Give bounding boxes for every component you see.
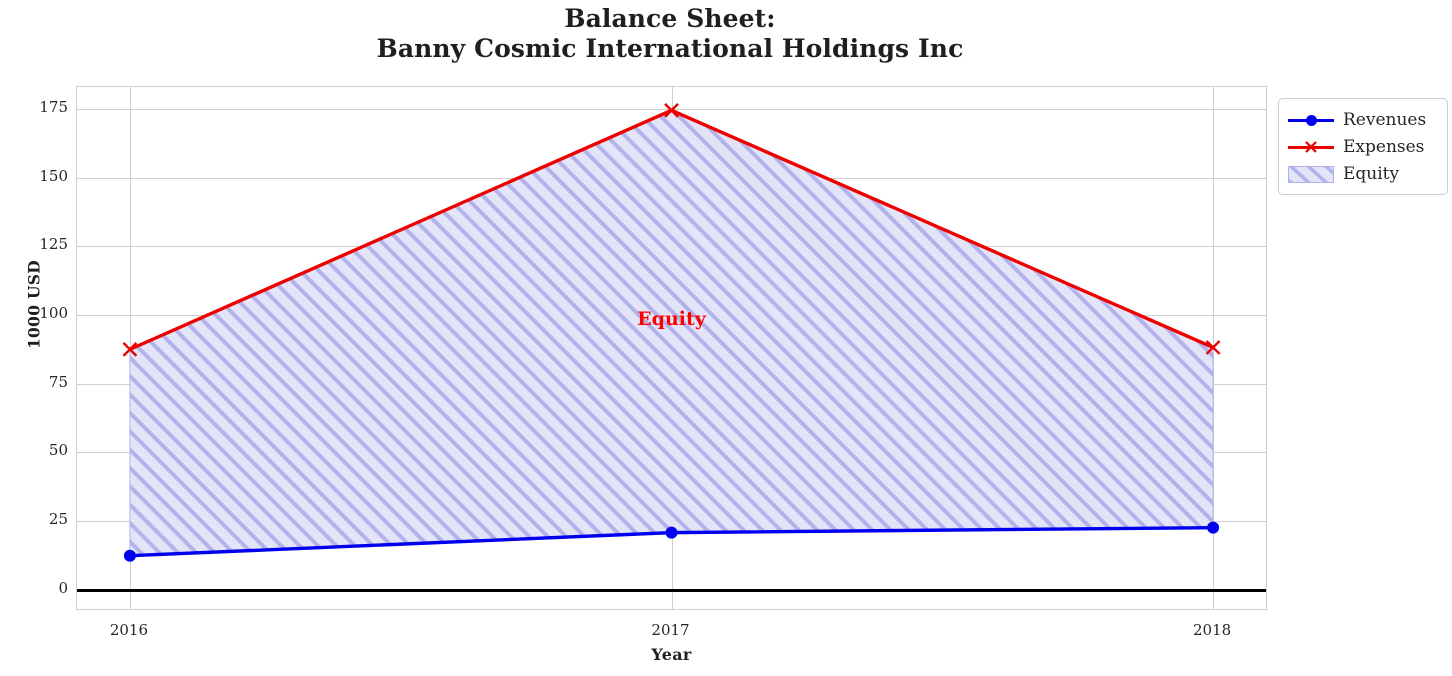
legend-label-expenses: Expenses [1343, 136, 1425, 157]
y-tick-label: 100 [39, 304, 68, 323]
revenues-markers [123, 521, 1220, 562]
legend-item-expenses[interactable]: Expenses [1288, 133, 1439, 160]
legend-item-equity[interactable]: Equity [1288, 160, 1439, 187]
legend-item-revenues[interactable]: Revenues [1288, 106, 1439, 133]
y-tick-label: 0 [58, 578, 68, 597]
y-tick-label: 25 [48, 510, 68, 529]
plot-canvas: Equity [77, 87, 1266, 609]
revenues-data-point [665, 526, 678, 539]
x-axis-label: Year [651, 645, 692, 664]
y-tick-label: 50 [48, 441, 68, 460]
x-tick-label: 2016 [109, 621, 148, 639]
zero-baseline [77, 588, 1266, 592]
legend-swatch-equity [1288, 164, 1334, 184]
y-tick-label: 75 [48, 372, 68, 391]
revenues-data-point [123, 549, 136, 562]
expenses-data-point [122, 342, 138, 357]
y-tick-label: 175 [39, 97, 68, 116]
legend-swatch-revenues [1288, 110, 1334, 130]
legend-label-revenues: Revenues [1343, 109, 1427, 130]
chart-legend: Revenues Expenses Equity [1278, 98, 1448, 195]
x-marker-icon [1305, 140, 1317, 153]
legend-label-equity: Equity [1343, 163, 1400, 184]
x-tick-label: 2018 [1192, 621, 1232, 639]
y-tick-label: 125 [39, 235, 68, 254]
plot-area: Equity [76, 86, 1267, 610]
x-tick-label: 2017 [651, 621, 690, 639]
legend-swatch-expenses [1288, 137, 1334, 157]
chart-title-line1: Balance Sheet: [564, 4, 776, 33]
revenues-data-point [1207, 521, 1220, 534]
equity-area-fill [129, 109, 1214, 557]
expenses-markers [122, 103, 1221, 357]
chart-title-line2: Banny Cosmic International Holdings Inc [376, 34, 964, 63]
y-tick-label: 150 [39, 166, 68, 185]
chart-plot-svg [122, 103, 1221, 562]
expenses-data-point [664, 103, 679, 118]
equity-patch-icon [1288, 165, 1334, 183]
chart-title: Balance Sheet: Banny Cosmic Internationa… [0, 4, 1340, 64]
expenses-data-point [1205, 340, 1221, 355]
